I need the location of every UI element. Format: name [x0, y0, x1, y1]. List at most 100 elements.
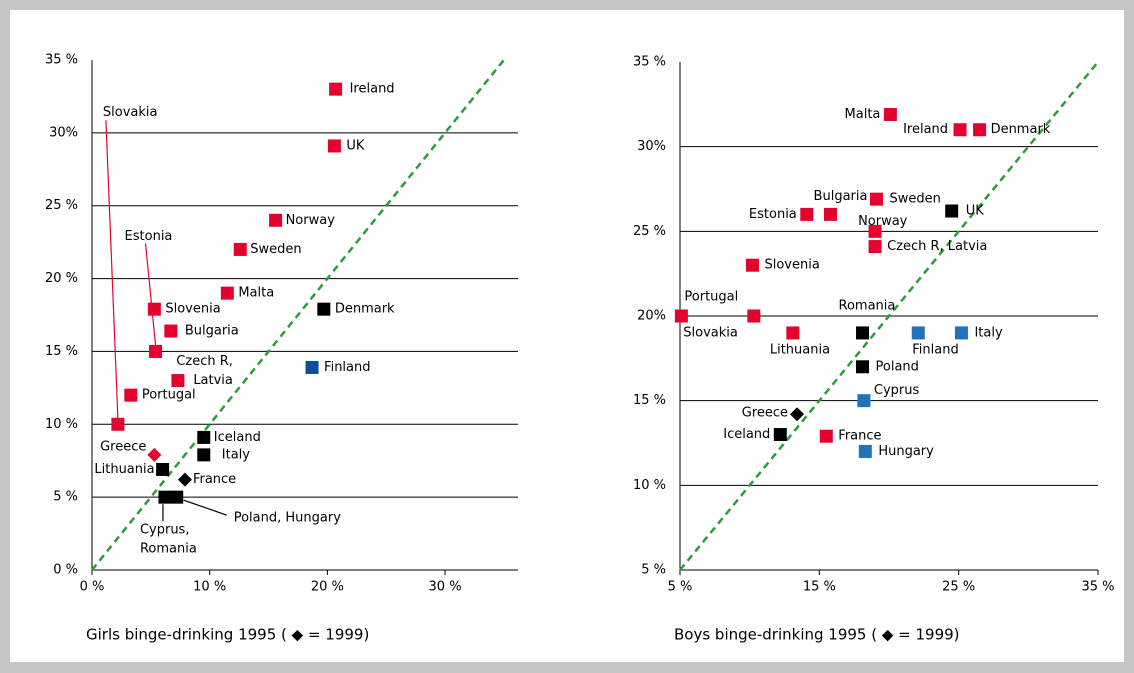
point-label: Denmark: [991, 122, 1051, 137]
y-tick-label: 10 %: [45, 417, 78, 432]
point-label: Ireland: [903, 122, 948, 137]
square-marker: [305, 360, 319, 374]
y-tick-label: 35 %: [633, 55, 666, 70]
square-marker: [149, 344, 163, 358]
y-tick-label: 35 %: [45, 53, 78, 68]
x-tick-label: 20 %: [311, 580, 344, 595]
y-tick-label: 20%: [637, 309, 666, 324]
point-label: Malta: [845, 107, 881, 122]
panel: [10, 10, 1124, 662]
y-tick-label: 30%: [637, 139, 666, 154]
square-marker: [868, 224, 882, 238]
x-tick-label: 25 %: [942, 580, 975, 595]
square-marker: [747, 309, 761, 323]
point-label: Bulgaria: [185, 324, 239, 339]
square-marker: [911, 326, 925, 340]
point-label: Iceland: [214, 430, 261, 445]
x-tick-label: 35 %: [1081, 580, 1114, 595]
square-marker: [124, 388, 138, 402]
y-tick-label: 20 %: [45, 271, 78, 286]
point-label: Lithuania: [94, 462, 154, 477]
square-marker: [745, 258, 759, 272]
leader-line: [144, 243, 157, 346]
point-label: Slovenia: [764, 258, 819, 273]
square-marker: [819, 429, 833, 443]
square-marker: [317, 302, 331, 316]
square-marker: [823, 207, 837, 221]
point-label: Sweden: [889, 192, 940, 207]
point-label: Finland: [324, 360, 370, 375]
square-marker: [973, 123, 987, 137]
point-label: Portugal: [142, 388, 196, 403]
square-marker: [674, 309, 688, 323]
square-marker: [954, 326, 968, 340]
point-label: Ireland: [350, 82, 395, 97]
square-marker: [111, 417, 125, 431]
diagonal: [91, 59, 505, 571]
square-marker: [953, 123, 967, 137]
x-tick-label: 10 %: [193, 580, 226, 595]
x-axis-title: Girls binge-drinking 1995 ( ◆ = 1999): [86, 626, 369, 644]
point-label: Portugal: [684, 290, 738, 305]
square-marker: [856, 326, 870, 340]
square-marker: [220, 286, 234, 300]
point-label: France: [193, 472, 236, 487]
y-tick-label: 10 %: [633, 478, 666, 493]
square-marker: [156, 462, 170, 476]
point-label: Romania: [839, 298, 896, 313]
y-tick-label: 30%: [49, 125, 78, 140]
diamond-marker: [177, 472, 192, 487]
point-label: Denmark: [335, 302, 395, 317]
point-label: Hungary: [878, 444, 934, 459]
point-label: Bulgaria: [814, 189, 868, 204]
square-marker: [857, 394, 871, 408]
point-label: Romania: [140, 542, 197, 557]
square-marker: [800, 207, 814, 221]
square-marker: [269, 213, 283, 227]
square-marker: [233, 242, 247, 256]
point-label: Iceland: [723, 427, 770, 442]
point-label: Poland, Hungary: [234, 511, 341, 526]
square-marker: [197, 430, 211, 444]
point-label: UK: [966, 204, 985, 219]
diamond-marker: [790, 407, 805, 422]
square-marker: [869, 192, 883, 206]
point-label: Greece: [742, 406, 788, 421]
point-label: Italy: [974, 325, 1003, 340]
point-label: UK: [346, 138, 365, 153]
square-marker: [327, 139, 341, 153]
point-label: Slovakia: [103, 105, 158, 120]
square-marker: [945, 204, 959, 218]
y-tick-label: 0 %: [53, 563, 78, 578]
x-tick-label: 0 %: [80, 580, 105, 595]
y-tick-label: 25 %: [45, 198, 78, 213]
square-marker: [858, 444, 872, 458]
square-marker: [329, 82, 343, 96]
x-tick-label: 15 %: [803, 580, 836, 595]
square-marker: [158, 490, 172, 504]
point-label: Italy: [222, 447, 251, 462]
point-label: France: [838, 429, 881, 444]
point-label: Estonia: [125, 229, 173, 244]
square-marker: [786, 326, 800, 340]
point-label: Finland: [912, 342, 958, 357]
leader-line: [183, 499, 227, 516]
y-tick-label: 15 %: [45, 344, 78, 359]
x-tick-label: 30 %: [429, 580, 462, 595]
square-marker: [197, 448, 211, 462]
y-tick-label: 15 %: [633, 393, 666, 408]
square-marker: [868, 240, 882, 254]
leader-line: [105, 120, 119, 419]
diagonal: [679, 61, 1099, 571]
point-label: Latvia: [193, 373, 233, 388]
point-label: Lithuania: [770, 342, 830, 357]
point-label: Estonia: [749, 207, 797, 222]
point-label: Poland: [876, 359, 919, 374]
square-marker: [164, 324, 178, 338]
y-tick-label: 5 %: [53, 490, 78, 505]
square-marker: [883, 107, 897, 121]
y-tick-label: 25 %: [633, 224, 666, 239]
square-marker: [171, 374, 185, 388]
point-label: Slovenia: [165, 302, 220, 317]
